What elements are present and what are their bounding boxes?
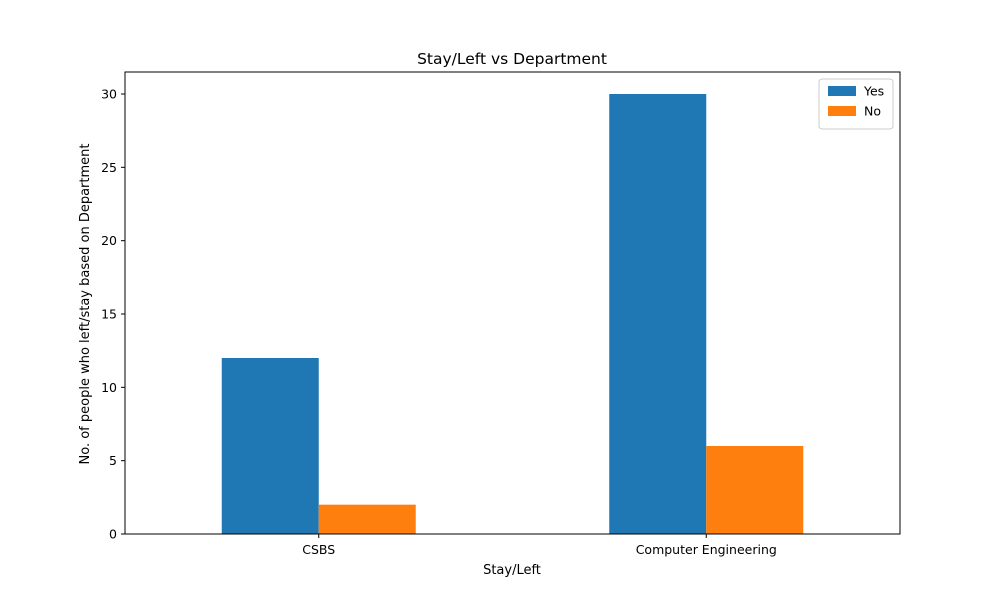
y-tick-label: 0 — [109, 527, 117, 542]
bar-no-0 — [318, 504, 416, 534]
bar-no-1 — [706, 446, 804, 534]
legend: Yes No — [818, 78, 894, 130]
legend-swatch-no — [828, 106, 856, 116]
bar-yes-0 — [221, 358, 319, 534]
y-tick-label: 10 — [101, 380, 117, 395]
y-tick-label: 15 — [101, 307, 117, 322]
y-tick-label: 20 — [101, 233, 117, 248]
y-tick-label: 25 — [101, 160, 117, 175]
plot-frame — [124, 71, 901, 535]
legend-label-yes: Yes — [863, 84, 884, 99]
chart-title: Stay/Left vs Department — [417, 50, 607, 68]
y-tick-label: 30 — [101, 87, 117, 102]
y-tick-label: 5 — [109, 453, 117, 468]
y-axis-label: No. of people who left/stay based on Dep… — [78, 144, 93, 465]
legend-swatch-yes — [828, 86, 856, 96]
legend-label-no: No — [864, 104, 881, 119]
x-axis-label: Stay/Left — [483, 563, 541, 578]
x-tick-label: CSBS — [302, 542, 335, 557]
bar-yes-1 — [609, 94, 707, 534]
plot-area: 0 5 10 15 20 25 30 CSBS Computer Engineering — [101, 71, 901, 557]
x-tick-label: Computer Engineering — [636, 542, 777, 557]
